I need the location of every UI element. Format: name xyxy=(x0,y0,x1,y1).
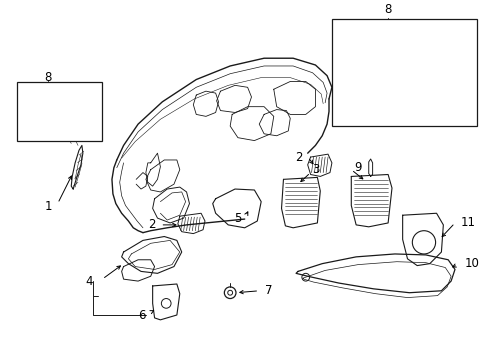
Text: 1: 1 xyxy=(44,200,52,213)
Text: 5: 5 xyxy=(234,212,241,225)
Text: 10: 10 xyxy=(464,257,479,270)
Text: 8: 8 xyxy=(384,3,391,15)
Bar xyxy=(331,19,476,126)
Text: 2: 2 xyxy=(295,150,302,163)
Text: 4: 4 xyxy=(85,275,92,288)
Text: 6: 6 xyxy=(138,309,145,321)
Text: 9: 9 xyxy=(353,161,361,174)
Text: 11: 11 xyxy=(460,216,475,229)
Text: 8: 8 xyxy=(44,71,52,84)
Text: 2: 2 xyxy=(148,219,155,231)
Text: 7: 7 xyxy=(264,284,272,297)
Bar xyxy=(17,82,102,141)
Text: 3: 3 xyxy=(312,163,319,176)
